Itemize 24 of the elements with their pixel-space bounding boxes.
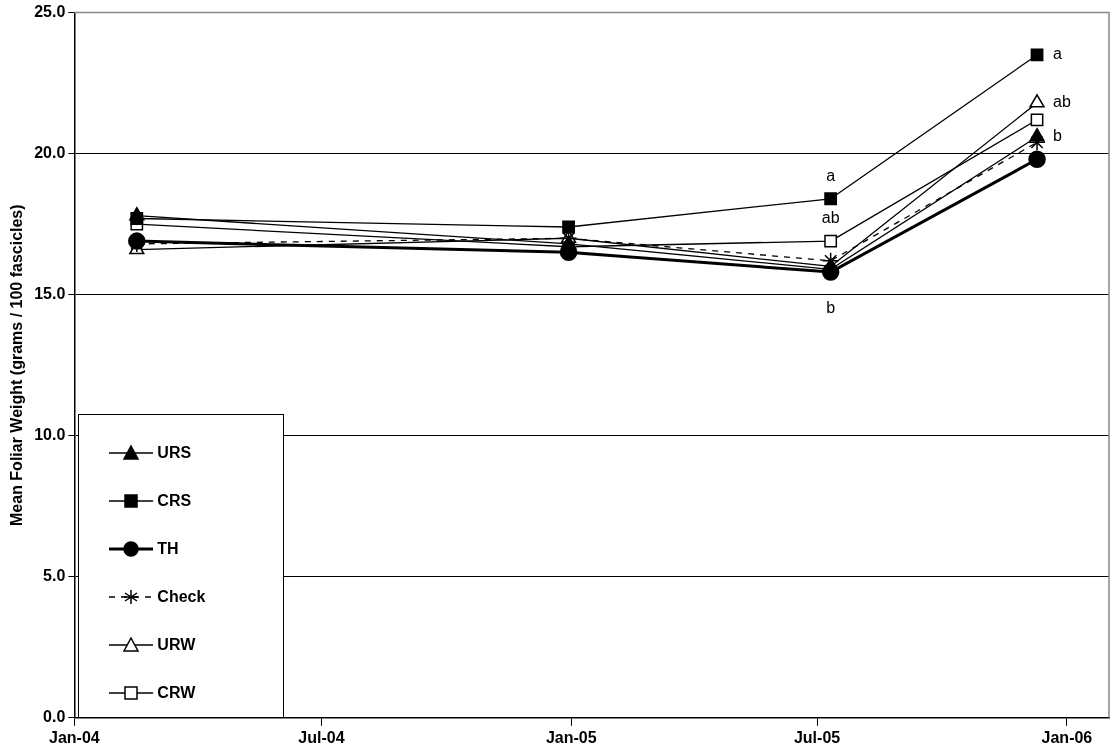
x-tick-label: Jan-04 [48, 728, 100, 746]
y-tick-label: 0.0 [43, 708, 66, 726]
y-axis-title: Mean Foliar Weight (grams / 100 fascicles) [8, 204, 26, 526]
y-tick-label: 15.0 [34, 285, 66, 303]
legend-label: CRW [157, 683, 196, 702]
y-tick-label: 5.0 [43, 567, 66, 585]
y-tick-label: 25.0 [34, 3, 66, 21]
x-tick-label: Jan-05 [545, 728, 597, 746]
annotation: a [1053, 45, 1063, 63]
annotation: a [826, 167, 836, 185]
x-tick-label: Jul-05 [793, 728, 841, 746]
x-tick-label: Jul-04 [298, 728, 345, 746]
legend-label: URW [157, 635, 196, 654]
legend-label: Check [157, 587, 206, 606]
legend-label: TH [157, 539, 179, 558]
annotation: ab [821, 209, 840, 227]
annotation: b [1053, 127, 1063, 145]
legend-label: CRS [157, 491, 192, 510]
annotation: ab [1053, 93, 1071, 111]
y-tick-label: 10.0 [34, 426, 66, 444]
legend-label: URS [157, 443, 192, 462]
x-tick-label: Jan-06 [1041, 728, 1093, 746]
y-tick-label: 20.0 [34, 144, 66, 162]
annotation: b [826, 298, 836, 316]
